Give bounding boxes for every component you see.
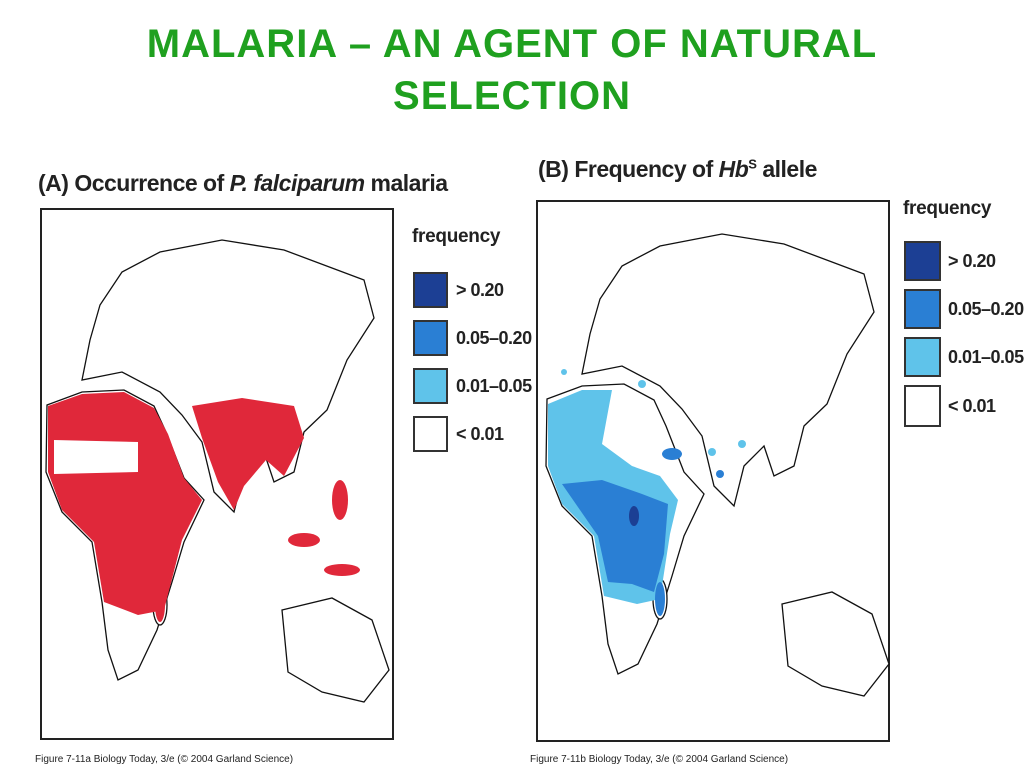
legend-label: 0.01–0.05 — [456, 376, 532, 396]
legend-label: > 0.20 — [456, 280, 504, 300]
species-name: P. falciparum — [229, 170, 365, 196]
caption: Figure 7-11a Biology Today, 3/e (© 2004 … — [35, 754, 294, 765]
title-text: allele — [756, 156, 817, 182]
legend-swatch — [904, 289, 941, 329]
caption: Figure 7-11b Biology Today, 3/e (© 2004 … — [530, 754, 789, 765]
title-text: (A) Occurrence of — [38, 170, 230, 196]
legend-swatch — [904, 241, 941, 281]
legend-label: < 0.01 — [948, 396, 996, 416]
legend-label: 0.01–0.05 — [948, 347, 1024, 367]
panel-b-title: (B) Frequency of HbS allele — [538, 156, 817, 183]
slide-title: MALARIA – AN AGENT OF NATURAL SELECTION — [146, 22, 878, 118]
legend-title: frequency — [903, 198, 992, 219]
legend-title: frequency — [412, 226, 501, 247]
title-text: malaria — [364, 170, 449, 196]
legend-swatch — [413, 272, 448, 308]
legend-swatch — [413, 368, 448, 404]
legend-label: > 0.20 — [948, 251, 996, 271]
map-a — [40, 208, 394, 740]
legend-swatch — [413, 320, 448, 356]
panel-a-title: (A) Occurrence of P. falciparum malaria — [38, 170, 448, 197]
title-text: (B) Frequency of — [538, 156, 719, 182]
legend-label: 0.05–0.20 — [948, 299, 1024, 319]
legend-label: < 0.01 — [456, 424, 504, 444]
gene-name: Hb — [718, 156, 749, 182]
gene-superscript: S — [748, 156, 757, 172]
legend-swatch — [413, 416, 448, 452]
legend-label: 0.05–0.20 — [456, 328, 532, 348]
legend-swatch — [904, 337, 941, 377]
legend-swatch — [904, 385, 941, 427]
map-b — [536, 200, 890, 742]
